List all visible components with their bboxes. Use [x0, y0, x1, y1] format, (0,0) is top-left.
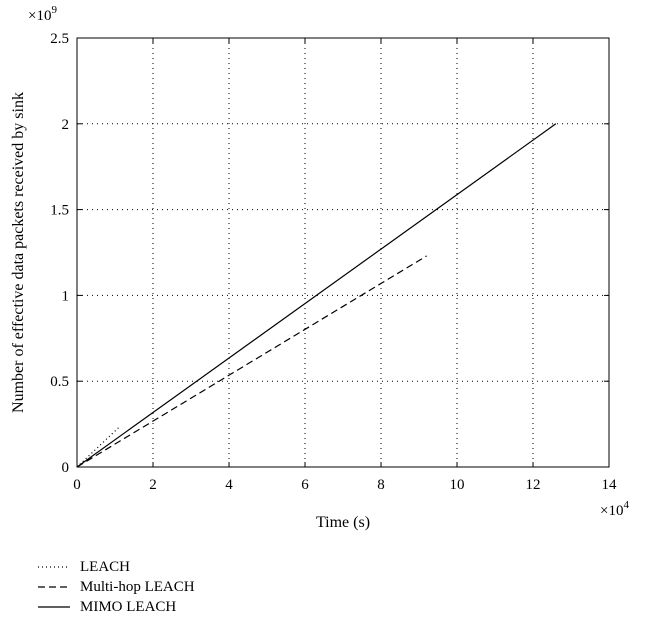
x-tick-label: 10 — [450, 477, 465, 493]
legend-label: MIMO LEACH — [80, 598, 177, 615]
legend-label: LEACH — [80, 558, 130, 575]
legend-item: MIMO LEACH — [36, 597, 195, 617]
x-tick-label: 6 — [301, 477, 309, 493]
legend-swatch — [38, 586, 70, 588]
y-tick-label: 1.5 — [50, 203, 69, 219]
x-tick-label: 8 — [377, 477, 385, 493]
legend: LEACH Multi-hop LEACH MIMO LEACH — [36, 557, 195, 617]
plot-frame — [76, 37, 610, 468]
y-axis-label: Number of effective data packets receive… — [10, 92, 27, 413]
series-line-mimo-leach — [76, 123, 557, 468]
x-tick-label: 12 — [526, 477, 541, 493]
y-axis-multiplier: ×109 — [28, 4, 57, 24]
x-tick-label: 4 — [225, 477, 233, 493]
legend-item: Multi-hop LEACH — [36, 577, 195, 597]
series-lines — [76, 123, 557, 468]
legend-label: Multi-hop LEACH — [80, 578, 195, 595]
x-axis-label: Time (s) — [316, 514, 370, 531]
y-tick-label: 2 — [62, 117, 70, 133]
grid — [77, 38, 609, 467]
x-tick-label: 2 — [149, 477, 157, 493]
series-line-leach — [76, 427, 120, 468]
y-tick-label: 0 — [62, 460, 70, 476]
legend-swatch — [38, 566, 70, 568]
y-tick-label: 0.5 — [50, 374, 69, 390]
legend-item: LEACH — [36, 557, 195, 577]
x-tick-label: 14 — [602, 477, 618, 493]
x-tick-label: 0 — [73, 477, 81, 493]
x-axis-multiplier: ×104 — [600, 499, 629, 519]
series-line-multi-hop-leach — [76, 255, 427, 468]
y-tick-label: 1 — [62, 288, 70, 304]
y-tick-label: 2.5 — [50, 31, 69, 47]
legend-swatch — [38, 606, 70, 608]
axis-ticks: 0 2 4 6 8 10 12 14 0 0.5 1 1.5 2 2.5 — [50, 31, 617, 493]
